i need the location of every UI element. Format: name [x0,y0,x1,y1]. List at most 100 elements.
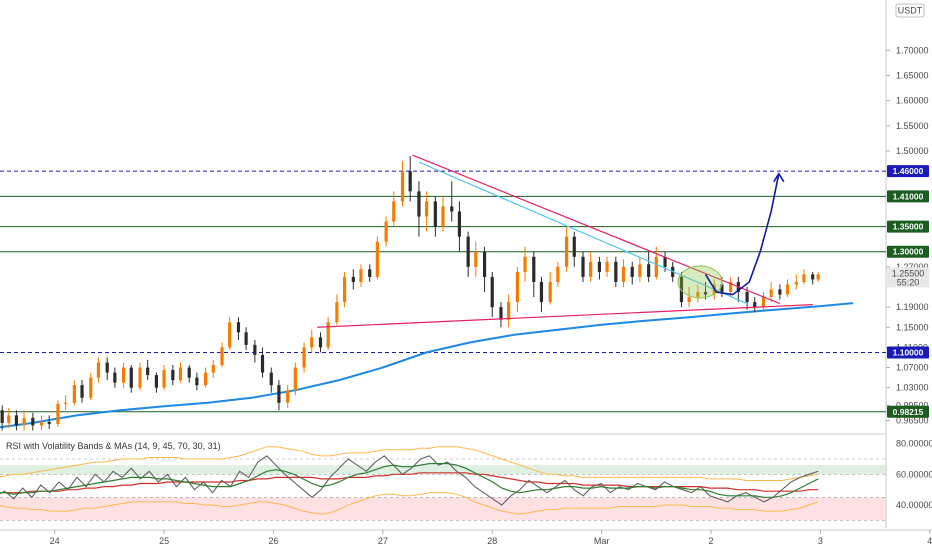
candle-body [22,417,26,426]
candle-body [441,206,445,227]
candle-body [507,302,511,320]
candle-body [745,292,749,303]
candle-body [359,269,363,282]
candle-body [769,289,773,298]
price-axis[interactable]: 1.70000 1.65000 1.60000 1.55000 1.50000 1.270… [886,45,929,425]
candle-body [146,367,150,376]
time-tick-label: 4 [927,536,932,546]
candle-body [228,322,232,348]
trendline [418,161,748,305]
candle-body [204,372,208,386]
time-tick-label: 28 [487,536,497,546]
level-tag [887,220,929,233]
price-tick-label: 1.50000 [896,146,929,156]
candle-body [408,171,412,192]
level-tag-label: 1.10000 [893,347,924,357]
signal-line [0,463,819,498]
candle-body [490,276,494,308]
candle-body [31,417,35,426]
candle-body [293,367,297,391]
level-tag-label: 1.35000 [893,222,924,232]
level-tag-label: 0.98215 [893,407,924,417]
candle-body [729,281,733,293]
candle-body [539,281,544,303]
indicator-pane: 80.00000 60.00000 40.00000 [0,439,932,521]
candle-body [556,266,560,282]
lower-band-line [0,492,819,515]
candle-body [129,367,133,388]
candle-body [154,375,159,388]
indicator-tick-label: 80.00000 [896,439,932,449]
candle-body [597,261,602,272]
countdown-label: 55:20 [897,277,920,287]
trendline [412,154,781,305]
price-tick-label: 1.15000 [896,322,929,332]
candle-body [72,385,76,403]
candle-body [523,256,527,272]
candle-body [424,201,429,217]
price-tick-label: 1.70000 [896,45,929,55]
upper-band-line [0,446,819,481]
candle-body [433,201,437,227]
candle-body [515,271,519,303]
trendline [317,304,813,328]
candle-body [816,274,820,280]
current-price-tag [887,267,929,288]
candle-body [589,261,593,277]
candle-body [696,292,700,298]
level-tag-label: 1.46000 [893,166,924,176]
candle-body [236,322,241,333]
candle-body [187,367,191,378]
indicator-tick-label: 40.00000 [896,500,932,510]
price-tick-label: 1.27000 [896,262,929,272]
candle-body [368,269,372,277]
price-tick-label: 1.55000 [896,121,929,131]
candle-body [80,385,84,398]
candle-body [703,292,708,295]
candle-body [482,251,487,277]
candle-body [64,402,68,404]
forecast-layer [677,172,785,299]
candle-body [548,281,552,303]
level-tag-label: 1.30000 [893,247,924,257]
slow-ma-line [0,472,819,494]
candle-body [89,377,93,398]
candle-body [178,367,183,381]
candle-body [113,372,117,383]
overbought-zone [0,465,886,475]
time-tick-label: 3 [818,536,823,546]
candle-body [244,332,248,345]
time-tick-label: Mar [594,536,610,546]
price-tick-label: 1.03000 [896,383,929,393]
currency-badge[interactable]: USDT [895,3,925,18]
candle-body [211,365,215,373]
time-axis[interactable]: 2425262728Mar234567 [50,530,932,546]
candle-body [785,284,790,295]
level-tag [887,165,929,178]
candle-body [96,362,101,378]
candle-body [720,284,724,293]
candle-body [687,297,691,303]
rsi-line [0,455,819,506]
candle-body [335,302,339,323]
price-tick-label: 1.07000 [896,363,929,373]
level-tag [887,405,929,418]
price-tick-label: 1.60000 [896,96,929,106]
oversold-zone [0,497,886,521]
candle-body [342,276,347,303]
indicator-title: RSI with Volatility Bands & MAs (14, 9, … [6,441,221,451]
candle-body [647,264,651,277]
candle-body [532,256,536,282]
candle-body [286,390,290,403]
candle-body [450,206,454,212]
candle-body [310,337,314,348]
candle-body [605,261,609,272]
candle-body [162,370,166,388]
price-tick-label: 1.65000 [896,71,929,81]
candle-body [56,403,60,424]
level-tag-label: 1.41000 [893,191,924,201]
trendlines [317,154,813,328]
